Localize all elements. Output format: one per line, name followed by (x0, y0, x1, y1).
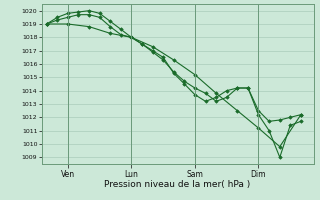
X-axis label: Pression niveau de la mer( hPa ): Pression niveau de la mer( hPa ) (104, 180, 251, 189)
